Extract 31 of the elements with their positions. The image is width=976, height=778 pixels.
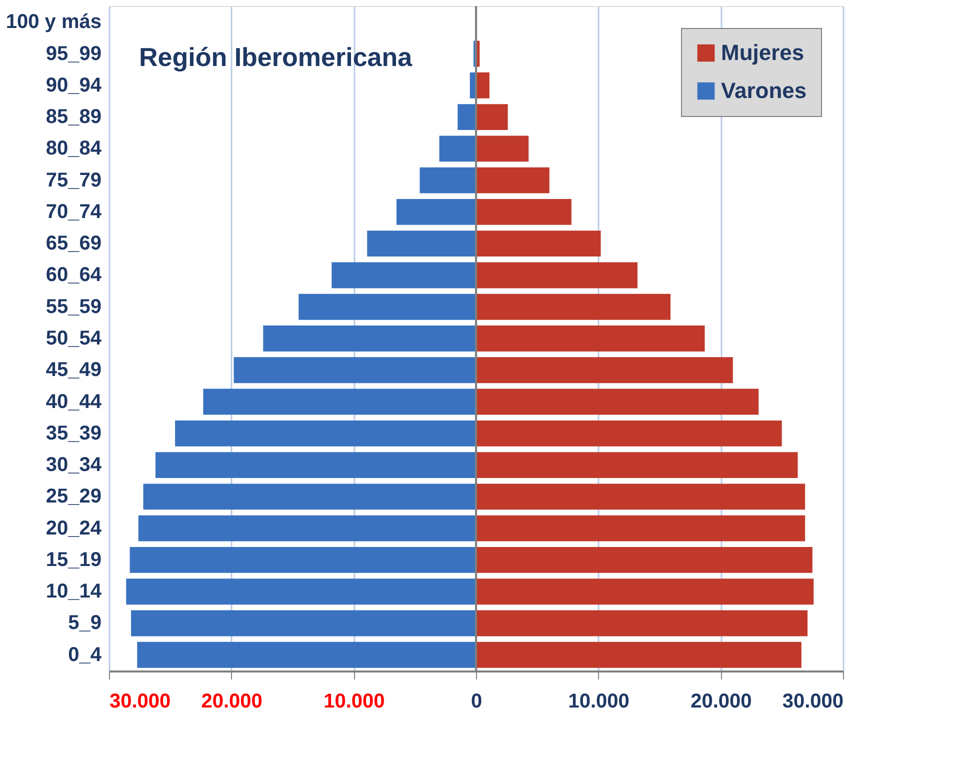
y-tick-label: 0_4 [68, 644, 102, 666]
x-tick-label: 30.000 [110, 690, 171, 712]
x-tick-label: 30.000 [782, 690, 844, 712]
y-tick-label: 50_54 [46, 328, 102, 350]
y-tick-label: 35_39 [46, 422, 102, 444]
y-tick-label: 80_84 [46, 138, 102, 160]
y-tick-label: 15_19 [46, 548, 102, 571]
legend-label: Mujeres [721, 40, 804, 65]
y-tick-label: 30_34 [46, 454, 102, 476]
x-tick-label: 10.000 [324, 690, 385, 712]
y-tick-label: 100 y más [6, 11, 102, 34]
y-tick-label: 45_49 [46, 359, 102, 382]
y-tick-label: 5_9 [68, 612, 102, 634]
y-tick-label: 95_99 [46, 42, 102, 65]
x-tick-label: 20.000 [690, 690, 752, 712]
y-tick-label: 90_94 [46, 74, 102, 96]
y-tick-label: 25_29 [46, 486, 102, 508]
legend-label: Varones [721, 78, 807, 103]
x-tick-label: 10.000 [568, 690, 630, 712]
y-tick-label: 20_24 [46, 517, 102, 540]
x-tick-label: 0 [470, 690, 482, 712]
x-tick-label: 20.000 [201, 690, 262, 712]
y-tick-label: 85_89 [46, 106, 102, 128]
y-tick-label: 10_14 [46, 580, 102, 603]
y-tick-label: 70_74 [46, 200, 102, 223]
y-tick-label: 55_59 [46, 296, 102, 318]
y-tick-label: 65_69 [46, 232, 102, 255]
text: Región Iberomericana [139, 42, 413, 72]
y-tick-label: 60_64 [46, 264, 102, 286]
y-tick-label: 40_44 [46, 390, 102, 413]
y-tick-label: 75_79 [46, 169, 102, 192]
